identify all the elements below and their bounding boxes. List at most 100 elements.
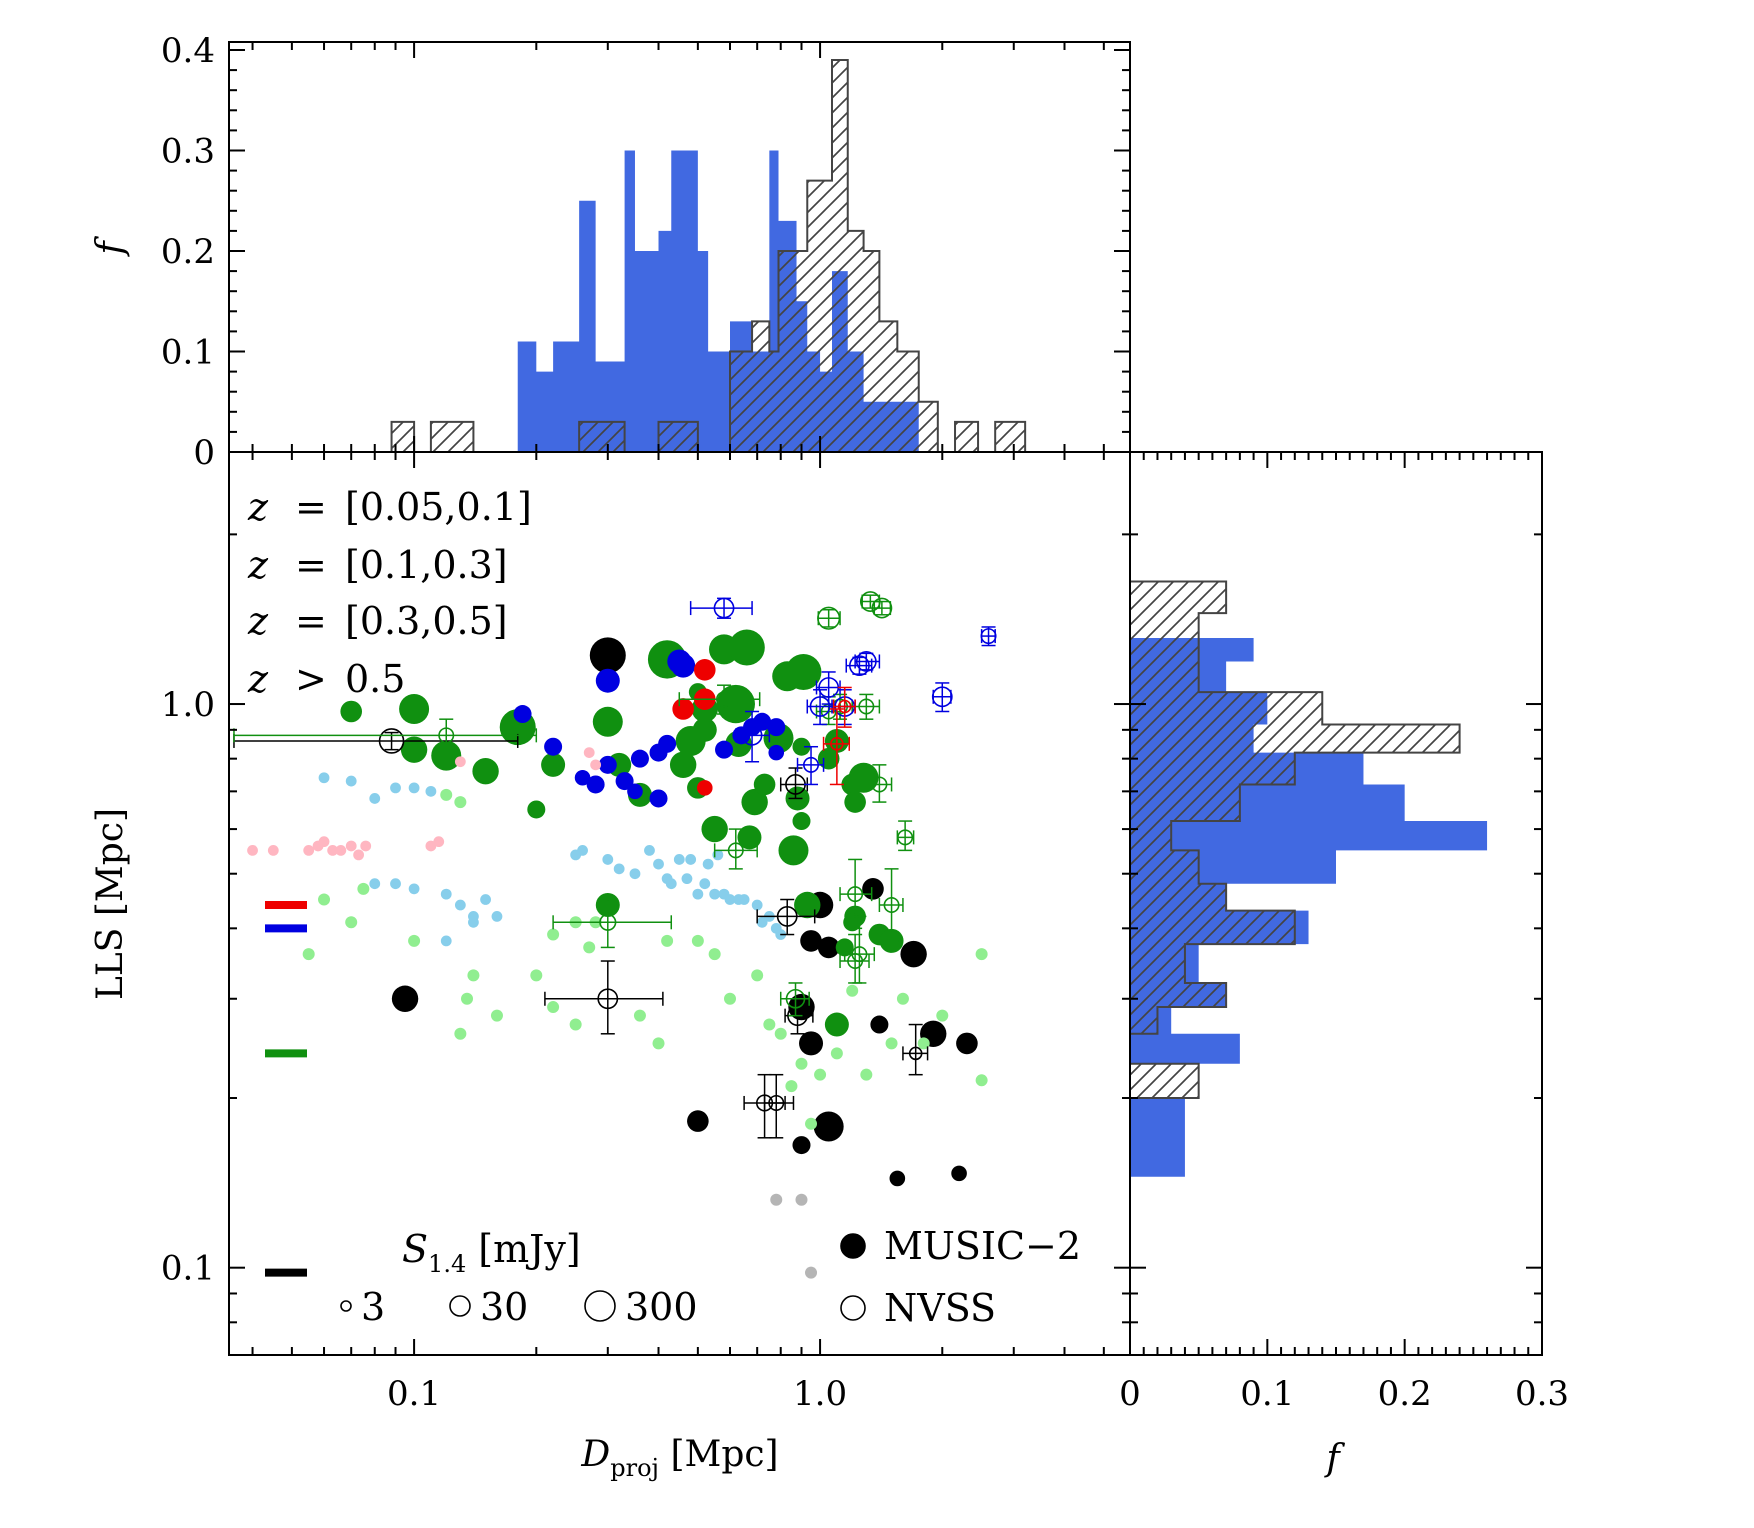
nvss-point [378, 728, 405, 754]
right-xtick-label: 0.1 [1240, 1374, 1294, 1414]
music2-point [390, 782, 401, 794]
music2-point [547, 928, 560, 941]
music2-point [586, 775, 605, 794]
music2-point [792, 1136, 811, 1155]
music2-point [360, 840, 372, 852]
music2-point [862, 878, 884, 900]
xlabel-sub: proj [610, 1454, 659, 1482]
music2-point [774, 1027, 787, 1040]
music2-point [800, 930, 822, 952]
hist-nvss-bars [390, 59, 1051, 452]
music2-point [544, 737, 563, 756]
music2-point [691, 934, 704, 947]
music2-point [613, 863, 625, 875]
top-ylabel: f [90, 236, 131, 258]
music2-point [454, 756, 466, 768]
music2-point [768, 744, 785, 761]
top-histogram: 0 0.1 0.2 0.3 0.4 f [90, 31, 1131, 473]
music2-point [692, 717, 717, 742]
music2-point [846, 984, 859, 997]
nvss-point [830, 737, 844, 751]
nvss-point [858, 698, 875, 715]
music2-point [841, 773, 864, 796]
top-ytick-label: 0.2 [161, 232, 215, 272]
music2-point [753, 712, 772, 731]
nvss-point [809, 696, 831, 717]
nvss-point [768, 1094, 785, 1111]
music2-point [778, 835, 809, 866]
music2-point [440, 888, 452, 900]
nvss-point [897, 829, 914, 846]
music2-point [792, 737, 811, 756]
legend-flux-title: S1.4 [mJy] [402, 1227, 581, 1278]
music2-point [738, 894, 750, 905]
scatter-frame [228, 451, 1131, 1356]
top-ytick-label: 0.4 [161, 31, 215, 71]
music2-point [590, 759, 602, 771]
music2-point [369, 793, 381, 804]
music2-point [741, 788, 768, 816]
music2-point [440, 935, 452, 947]
music2-point [751, 899, 763, 911]
flux-title-unit: [mJy] [466, 1227, 580, 1271]
music2-point [649, 789, 668, 808]
music2-point [530, 969, 543, 982]
music2-point [799, 1031, 824, 1056]
music2-point [629, 868, 641, 880]
music2-point [303, 844, 315, 856]
nvss-point [980, 628, 997, 645]
music2-point [794, 891, 821, 919]
music2-point [671, 653, 696, 678]
music2-point [843, 913, 862, 932]
music2-point [814, 1068, 827, 1081]
scatter-axes: 0.1 1.0 0.1 1.0 Dproj [Mpc] LLS [Mpc] [90, 451, 1131, 1482]
music2-point [693, 659, 716, 681]
legend-flux-label: 300 [625, 1285, 698, 1329]
legend-flux-circle [449, 1295, 471, 1317]
music2-point [956, 1032, 978, 1055]
legend-sample-marker [840, 1295, 866, 1321]
nvss-point [871, 776, 888, 793]
legend-z-symbol: z [247, 485, 269, 529]
music2-point [630, 749, 649, 768]
music2-point [633, 1009, 646, 1022]
music2-point [692, 888, 704, 900]
music2-point [763, 1018, 776, 1031]
legend-flux-label: 3 [361, 1285, 385, 1329]
music2-point [340, 700, 363, 723]
music2-point [681, 873, 693, 885]
music2-point [653, 858, 664, 870]
scatter-xtick-label: 0.1 [387, 1374, 441, 1414]
music2-point [649, 743, 668, 762]
music2-point [751, 969, 764, 982]
music2-point [345, 916, 358, 929]
music2-point [574, 769, 591, 786]
nvss-point [727, 842, 744, 859]
music2-point [513, 705, 532, 724]
music2-point [454, 899, 466, 911]
music2-point [589, 637, 626, 674]
music2-point [805, 1266, 818, 1279]
music2-point [408, 883, 420, 895]
music2-point [491, 910, 503, 922]
music2-point [602, 854, 614, 865]
nvss-point [871, 597, 893, 619]
music2-point [390, 878, 401, 890]
nvss-point [716, 691, 733, 708]
nvss-point [713, 597, 735, 619]
music2-point [767, 718, 786, 737]
music2-point [472, 758, 499, 785]
legend-z-symbol: z [247, 599, 269, 643]
music2-point [715, 740, 734, 759]
music2-point [795, 1193, 808, 1206]
music2-point [541, 752, 566, 777]
music2-point [813, 1111, 844, 1142]
music2-point [737, 825, 762, 850]
legend-sample-label: NVSS [884, 1286, 996, 1330]
music2-point [860, 1068, 873, 1081]
music2-point [425, 785, 437, 797]
scatter-xtick-label: 1.0 [793, 1374, 847, 1414]
legend: z = [0.05,0.1] z = [0.1,0.3] z = [0.3,0.5] z >0.5 S… [247, 485, 1081, 1330]
music2-point [467, 969, 480, 982]
